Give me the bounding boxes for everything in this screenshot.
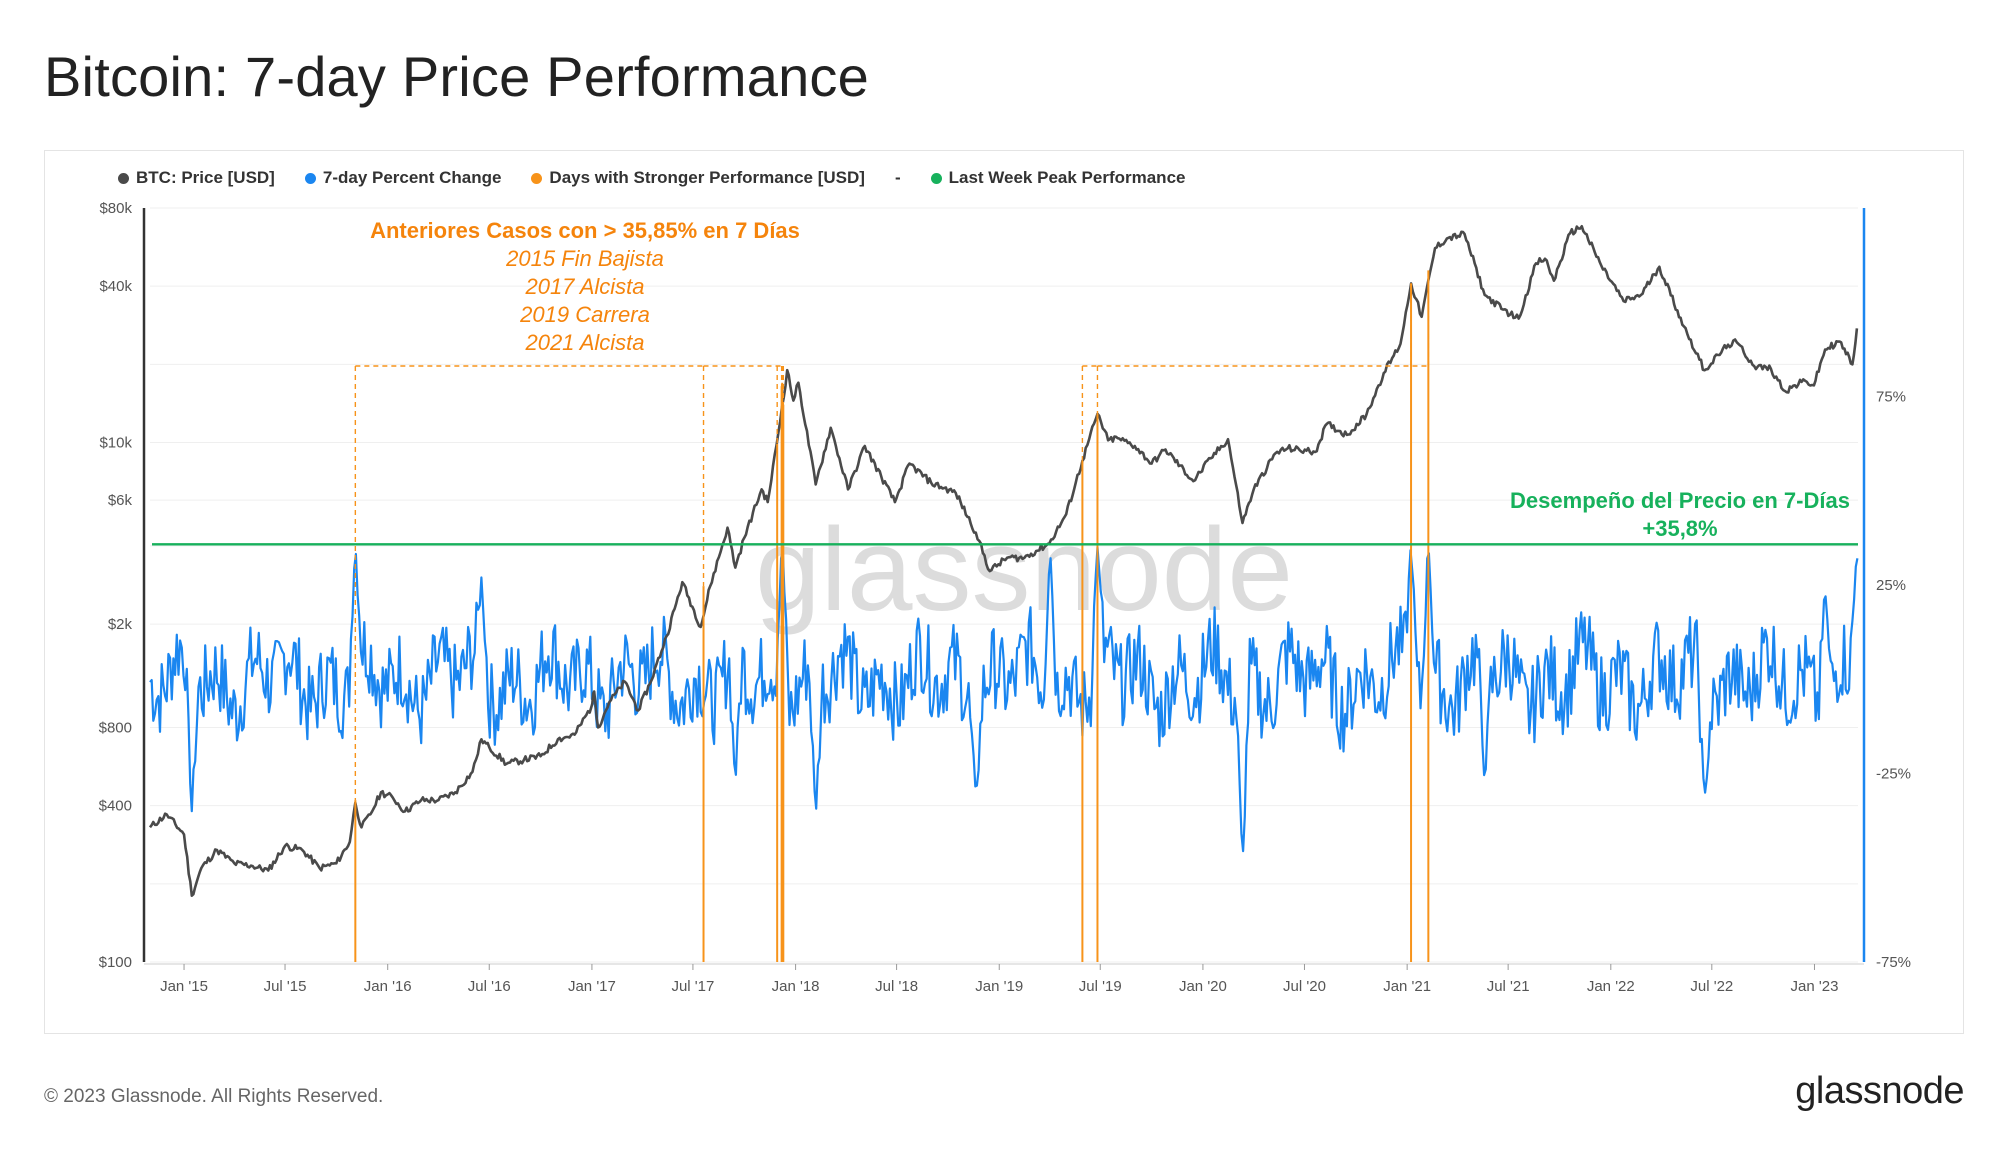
x-tick-label: Jan '18: [772, 978, 820, 995]
chart-legend: BTC: Price [USD] 7-day Percent Change Da…: [118, 168, 1215, 188]
legend-label-percent-change: 7-day Percent Change: [322, 168, 502, 187]
annotation-history-line: 2015 Fin Bajista: [505, 246, 664, 271]
x-tick-label: Jul '15: [264, 978, 307, 995]
annotation-peak-title: Desempeño del Precio en 7-Días: [1510, 488, 1850, 513]
x-tick-label: Jul '18: [875, 978, 918, 995]
legend-item-btc-price[interactable]: BTC: Price [USD]: [118, 168, 275, 188]
y-tick-label-left: $100: [99, 954, 132, 971]
legend-label-btc-price: BTC: Price [USD]: [136, 168, 275, 187]
legend-item-percent-change[interactable]: 7-day Percent Change: [304, 168, 502, 188]
legend-dot-btc-price: [118, 172, 129, 184]
legend-item-stronger-days[interactable]: Days with Stronger Performance [USD]: [531, 168, 865, 188]
annotation-history-title: Anteriores Casos con > 35,85% en 7 Días: [370, 218, 800, 243]
x-tick-label: Jan '21: [1383, 978, 1431, 995]
chart-panel: [44, 150, 1964, 1034]
legend-separator: -: [894, 168, 901, 187]
y-tick-label-left: $6k: [108, 492, 133, 509]
annotation-history-line: 2017 Alcista: [524, 274, 644, 299]
y-tick-label-left: $10k: [99, 435, 132, 452]
legend-label-stronger-days: Days with Stronger Performance [USD]: [549, 168, 865, 187]
x-tick-label: Jan '16: [364, 978, 412, 995]
x-tick-label: Jul '19: [1079, 978, 1122, 995]
x-tick-label: Jan '19: [975, 978, 1023, 995]
page-title: Bitcoin: 7-day Price Performance: [44, 45, 869, 108]
x-tick-label: Jul '20: [1283, 978, 1326, 995]
y-tick-label-left: $40k: [99, 278, 132, 295]
x-tick-label: Jan '22: [1587, 978, 1635, 995]
x-tick-label: Jul '16: [468, 978, 511, 995]
y-tick-label-left: $2k: [108, 616, 133, 633]
annotation-peak-value: +35,8%: [1642, 516, 1717, 541]
y-tick-label-left: $400: [99, 798, 132, 815]
annotation-history-line: 2019 Carrera: [519, 302, 650, 327]
x-tick-label: Jul '21: [1487, 978, 1530, 995]
y-tick-label-left: $80k: [99, 200, 132, 217]
legend-dot-percent-change: [304, 172, 316, 184]
x-tick-label: Jan '15: [160, 978, 208, 995]
legend-dot-peak-performance: [930, 172, 942, 184]
x-tick-label: Jul '22: [1690, 978, 1733, 995]
watermark: glassnode: [755, 504, 1293, 636]
y-tick-label-left: $800: [99, 719, 132, 736]
y-tick-label-right: -25%: [1876, 766, 1911, 783]
legend-item-peak-performance[interactable]: Last Week Peak Performance: [930, 168, 1186, 188]
y-tick-label-right: 75%: [1876, 389, 1906, 406]
x-tick-label: Jul '17: [671, 978, 714, 995]
x-tick-label: Jan '20: [1179, 978, 1227, 995]
legend-label-peak-performance: Last Week Peak Performance: [948, 168, 1186, 187]
annotation-history-line: 2021 Alcista: [524, 330, 644, 355]
btc-price-line: [148, 225, 1859, 897]
legend-dot-stronger-days: [531, 172, 543, 184]
footer-copyright: © 2023 Glassnode. All Rights Reserved.: [44, 1086, 384, 1107]
y-tick-label-right: -75%: [1876, 954, 1911, 971]
y-tick-label-right: 25%: [1876, 577, 1906, 594]
footer-logo: glassnode: [1795, 1070, 1964, 1112]
x-tick-label: Jan '17: [568, 978, 616, 995]
percent-change-line: [149, 546, 1859, 853]
x-tick-label: Jan '23: [1791, 978, 1839, 995]
